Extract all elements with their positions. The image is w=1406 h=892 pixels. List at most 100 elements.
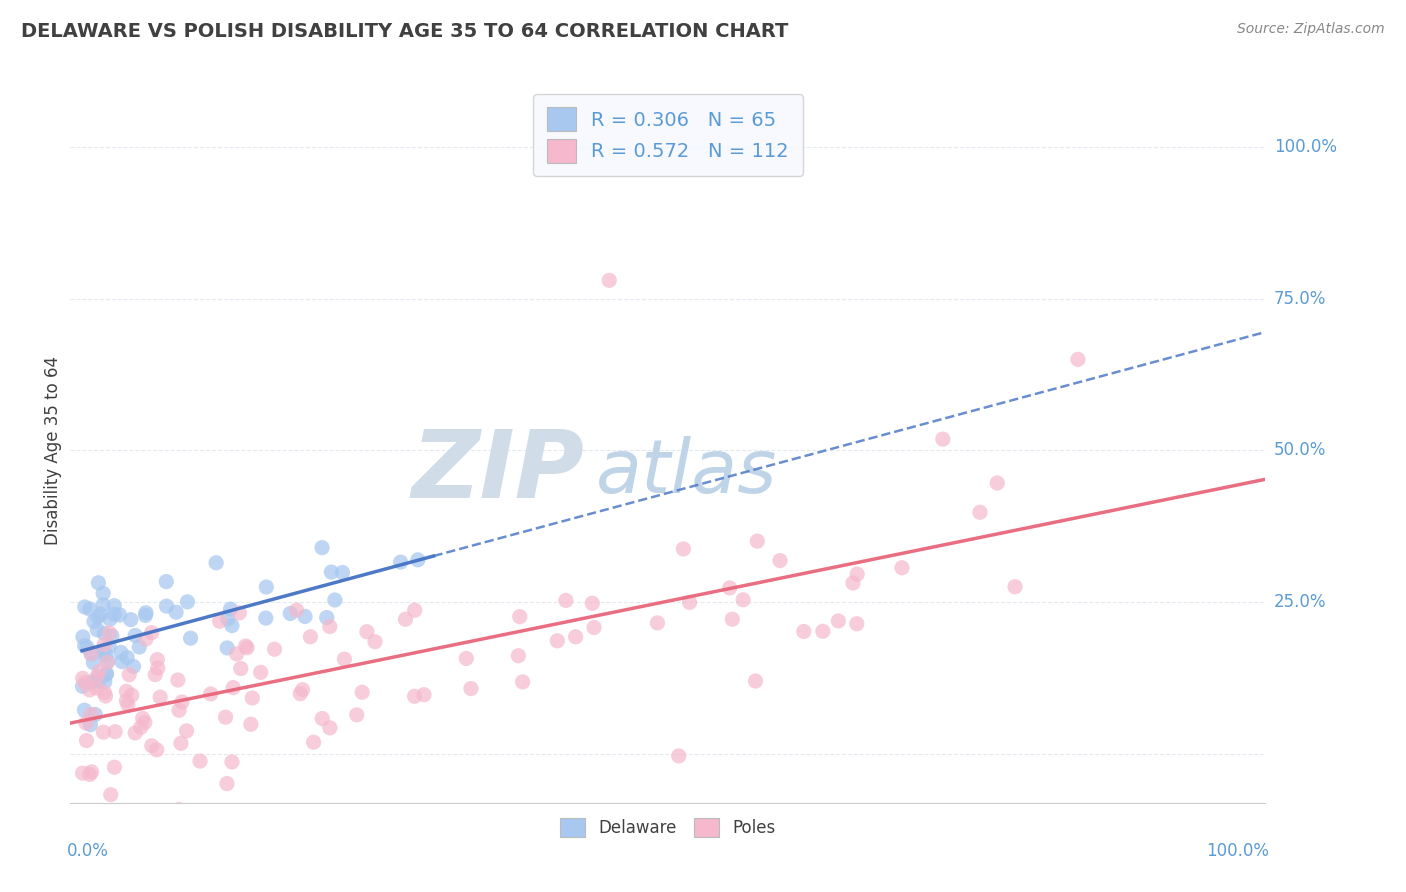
Point <box>200 687 222 701</box>
Point <box>93 643 115 657</box>
Point <box>291 682 314 697</box>
Point <box>215 776 238 790</box>
Point <box>508 648 530 663</box>
Point <box>86 681 108 695</box>
Point <box>80 707 103 722</box>
Point <box>364 634 387 648</box>
Point <box>647 615 669 630</box>
Point <box>891 560 914 574</box>
Point <box>352 685 374 699</box>
Point <box>509 609 531 624</box>
Point <box>90 607 112 622</box>
Point <box>581 596 603 610</box>
Point <box>93 638 115 652</box>
Point <box>294 609 316 624</box>
Point <box>79 767 101 781</box>
Text: 25.0%: 25.0% <box>1274 593 1326 611</box>
Point <box>222 681 245 695</box>
Point <box>101 629 124 643</box>
Point <box>98 612 121 626</box>
Point <box>96 666 118 681</box>
Point <box>120 613 142 627</box>
Point <box>89 665 111 679</box>
Point <box>278 607 301 621</box>
Point <box>146 652 169 666</box>
Point <box>315 610 337 624</box>
Point <box>845 616 868 631</box>
Point <box>217 640 239 655</box>
Point <box>217 612 239 626</box>
Point <box>108 607 131 622</box>
Point <box>94 648 117 662</box>
Point <box>932 432 955 446</box>
Point <box>93 626 115 640</box>
Point <box>321 565 343 579</box>
Point <box>93 685 115 699</box>
Point <box>103 760 125 774</box>
Point <box>166 673 188 687</box>
Point <box>733 592 755 607</box>
Point <box>290 687 312 701</box>
Point <box>93 725 115 739</box>
Point <box>555 593 578 607</box>
Point <box>176 595 198 609</box>
Point <box>228 606 250 620</box>
Point <box>460 681 482 696</box>
Point <box>170 736 193 750</box>
Point <box>72 766 94 780</box>
Point <box>747 534 769 549</box>
Point <box>80 647 103 661</box>
Point <box>83 615 105 629</box>
Point <box>87 670 110 684</box>
Point <box>91 645 114 659</box>
Point <box>87 575 110 590</box>
Text: ZIP: ZIP <box>412 425 585 517</box>
Point <box>811 624 834 639</box>
Point <box>394 612 416 626</box>
Point <box>146 661 169 675</box>
Point <box>718 581 741 595</box>
Point <box>103 599 125 613</box>
Point <box>103 607 125 622</box>
Point <box>221 618 243 632</box>
Point <box>249 665 271 680</box>
Text: 100.0%: 100.0% <box>1274 137 1337 156</box>
Point <box>225 647 247 661</box>
Point <box>176 723 198 738</box>
Point <box>842 576 865 591</box>
Point <box>827 614 849 628</box>
Point <box>72 630 94 644</box>
Legend: Delaware, Poles: Delaware, Poles <box>554 812 782 844</box>
Point <box>188 754 211 768</box>
Point <box>583 620 606 634</box>
Point <box>240 690 263 705</box>
Point <box>302 735 325 749</box>
Point <box>87 674 110 689</box>
Point <box>235 639 257 653</box>
Point <box>214 710 236 724</box>
Point <box>91 586 114 600</box>
Point <box>97 654 120 668</box>
Point <box>323 593 346 607</box>
Point <box>82 674 104 689</box>
Point <box>129 720 152 734</box>
Point <box>239 717 262 731</box>
Text: 0.0%: 0.0% <box>66 841 108 860</box>
Point <box>512 674 534 689</box>
Point <box>969 505 991 519</box>
Point <box>155 574 177 589</box>
Point <box>84 707 107 722</box>
Point <box>73 703 96 717</box>
Point <box>846 567 869 582</box>
Point <box>134 608 156 623</box>
Point <box>72 679 94 693</box>
Point <box>208 614 231 628</box>
Point <box>1067 352 1090 367</box>
Point <box>221 755 243 769</box>
Point <box>205 556 228 570</box>
Point <box>73 639 96 653</box>
Point <box>346 707 368 722</box>
Point <box>76 640 98 655</box>
Point <box>167 703 190 717</box>
Point <box>145 743 167 757</box>
